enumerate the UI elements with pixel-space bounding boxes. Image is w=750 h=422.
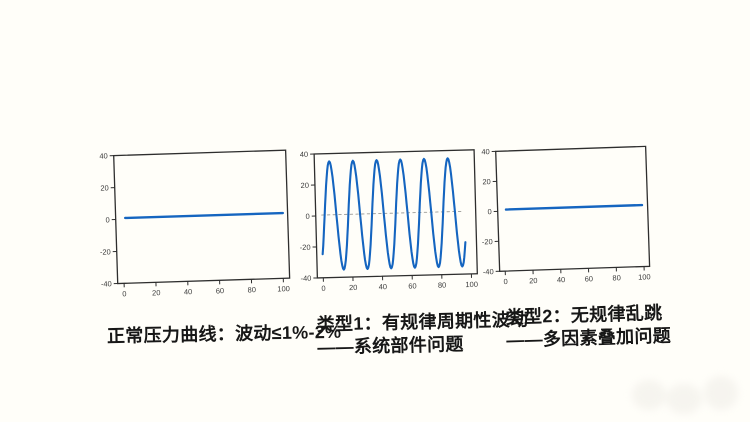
caption-line: ——多因素叠加问题 — [506, 325, 672, 351]
series-pressure — [321, 157, 467, 271]
x-tick-label: 60 — [585, 274, 594, 283]
y-tick-label: -40 — [300, 274, 311, 283]
plot-type2-irregular-fluctuation: -40 -20 0 20 40 0 20 40 60 80 100 — [481, 145, 651, 286]
caption-type2: 类型2：无规律乱跳 ——多因素叠加问题 — [505, 302, 671, 353]
x-tick-label: 20 — [349, 283, 358, 292]
y-tick-label: 20 — [482, 177, 491, 186]
y-tick-label: 20 — [100, 183, 109, 192]
x-tick-label: 0 — [321, 284, 325, 293]
x-tick-label: 40 — [557, 275, 566, 284]
caption-normal-pressure: 正常压力曲线：波动≤1%-2% — [107, 321, 342, 348]
watermark-blob — [632, 380, 666, 410]
x-tick-label: 80 — [247, 285, 256, 294]
x-tick-label: 100 — [638, 272, 651, 281]
y-tick-label: 0 — [105, 215, 109, 224]
x-tick-label: 60 — [408, 281, 417, 290]
series-zero-baseline — [321, 210, 465, 216]
plot-frame — [313, 149, 478, 279]
y-tick-label: 0 — [305, 212, 309, 221]
y-tick-label: 40 — [481, 147, 490, 156]
plot-normal-pressure-curve: -40 -20 0 20 40 0 20 40 60 80 100 — [99, 149, 291, 298]
y-tick-label: -20 — [100, 247, 111, 256]
chart-type1-periodic-fluctuation: -40 -20 0 20 40 0 20 40 60 80 100 — [288, 143, 494, 305]
plot-frame — [113, 149, 291, 285]
x-tick-label: 0 — [503, 277, 507, 286]
series-pressure — [504, 203, 644, 211]
chart-type2-irregular-fluctuation: -40 -20 0 20 40 0 20 40 60 80 100 — [470, 140, 667, 299]
y-tick-label: -40 — [483, 267, 494, 276]
watermark — [630, 368, 742, 418]
y-tick-label: -20 — [482, 237, 493, 246]
x-tick-label: 80 — [612, 273, 621, 282]
plot-frame — [495, 145, 651, 272]
chart-normal-pressure: -40 -20 0 20 40 0 20 40 60 80 100 — [88, 144, 307, 312]
x-tick-label: 0 — [122, 289, 126, 298]
y-tick-label: 20 — [300, 181, 309, 190]
x-tick-label: 100 — [465, 280, 478, 289]
x-tick-label: 40 — [184, 287, 193, 296]
x-tick-label: 60 — [216, 286, 225, 295]
x-tick-label: 100 — [277, 284, 290, 293]
x-tick-label: 40 — [379, 282, 388, 291]
caption-line: 正常压力曲线：波动≤1%-2% — [106, 321, 342, 347]
plot-type1-periodic-fluctuation: -40 -20 0 20 40 0 20 40 60 80 100 — [300, 149, 478, 293]
y-tick-label: -40 — [101, 279, 112, 288]
x-tick-label: 20 — [152, 288, 161, 297]
x-tick-label: 80 — [438, 281, 447, 290]
x-tick-label: 20 — [529, 276, 538, 285]
y-tick-label: 40 — [300, 150, 309, 159]
series-pressure — [124, 211, 285, 220]
y-tick-label: 40 — [99, 151, 108, 160]
y-tick-label: 0 — [487, 207, 491, 216]
caption-type1: 类型1：有规律周期性波动 ——系统部件问题 — [316, 308, 529, 359]
watermark-blob — [666, 384, 702, 414]
y-tick-label: -20 — [300, 243, 311, 252]
watermark-blob — [704, 376, 738, 410]
caption-line: ——系统部件问题 — [317, 334, 464, 358]
